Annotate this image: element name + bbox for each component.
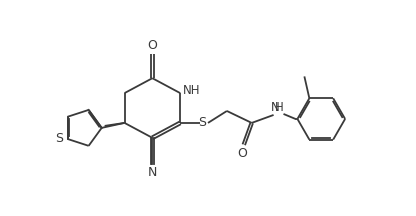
Text: O: O	[237, 147, 247, 160]
Text: N: N	[270, 101, 280, 114]
Text: H: H	[275, 101, 283, 114]
Text: S: S	[56, 132, 64, 145]
Text: O: O	[147, 39, 157, 52]
Text: S: S	[198, 116, 206, 129]
Text: N: N	[148, 166, 157, 179]
Text: NH: NH	[183, 84, 201, 97]
